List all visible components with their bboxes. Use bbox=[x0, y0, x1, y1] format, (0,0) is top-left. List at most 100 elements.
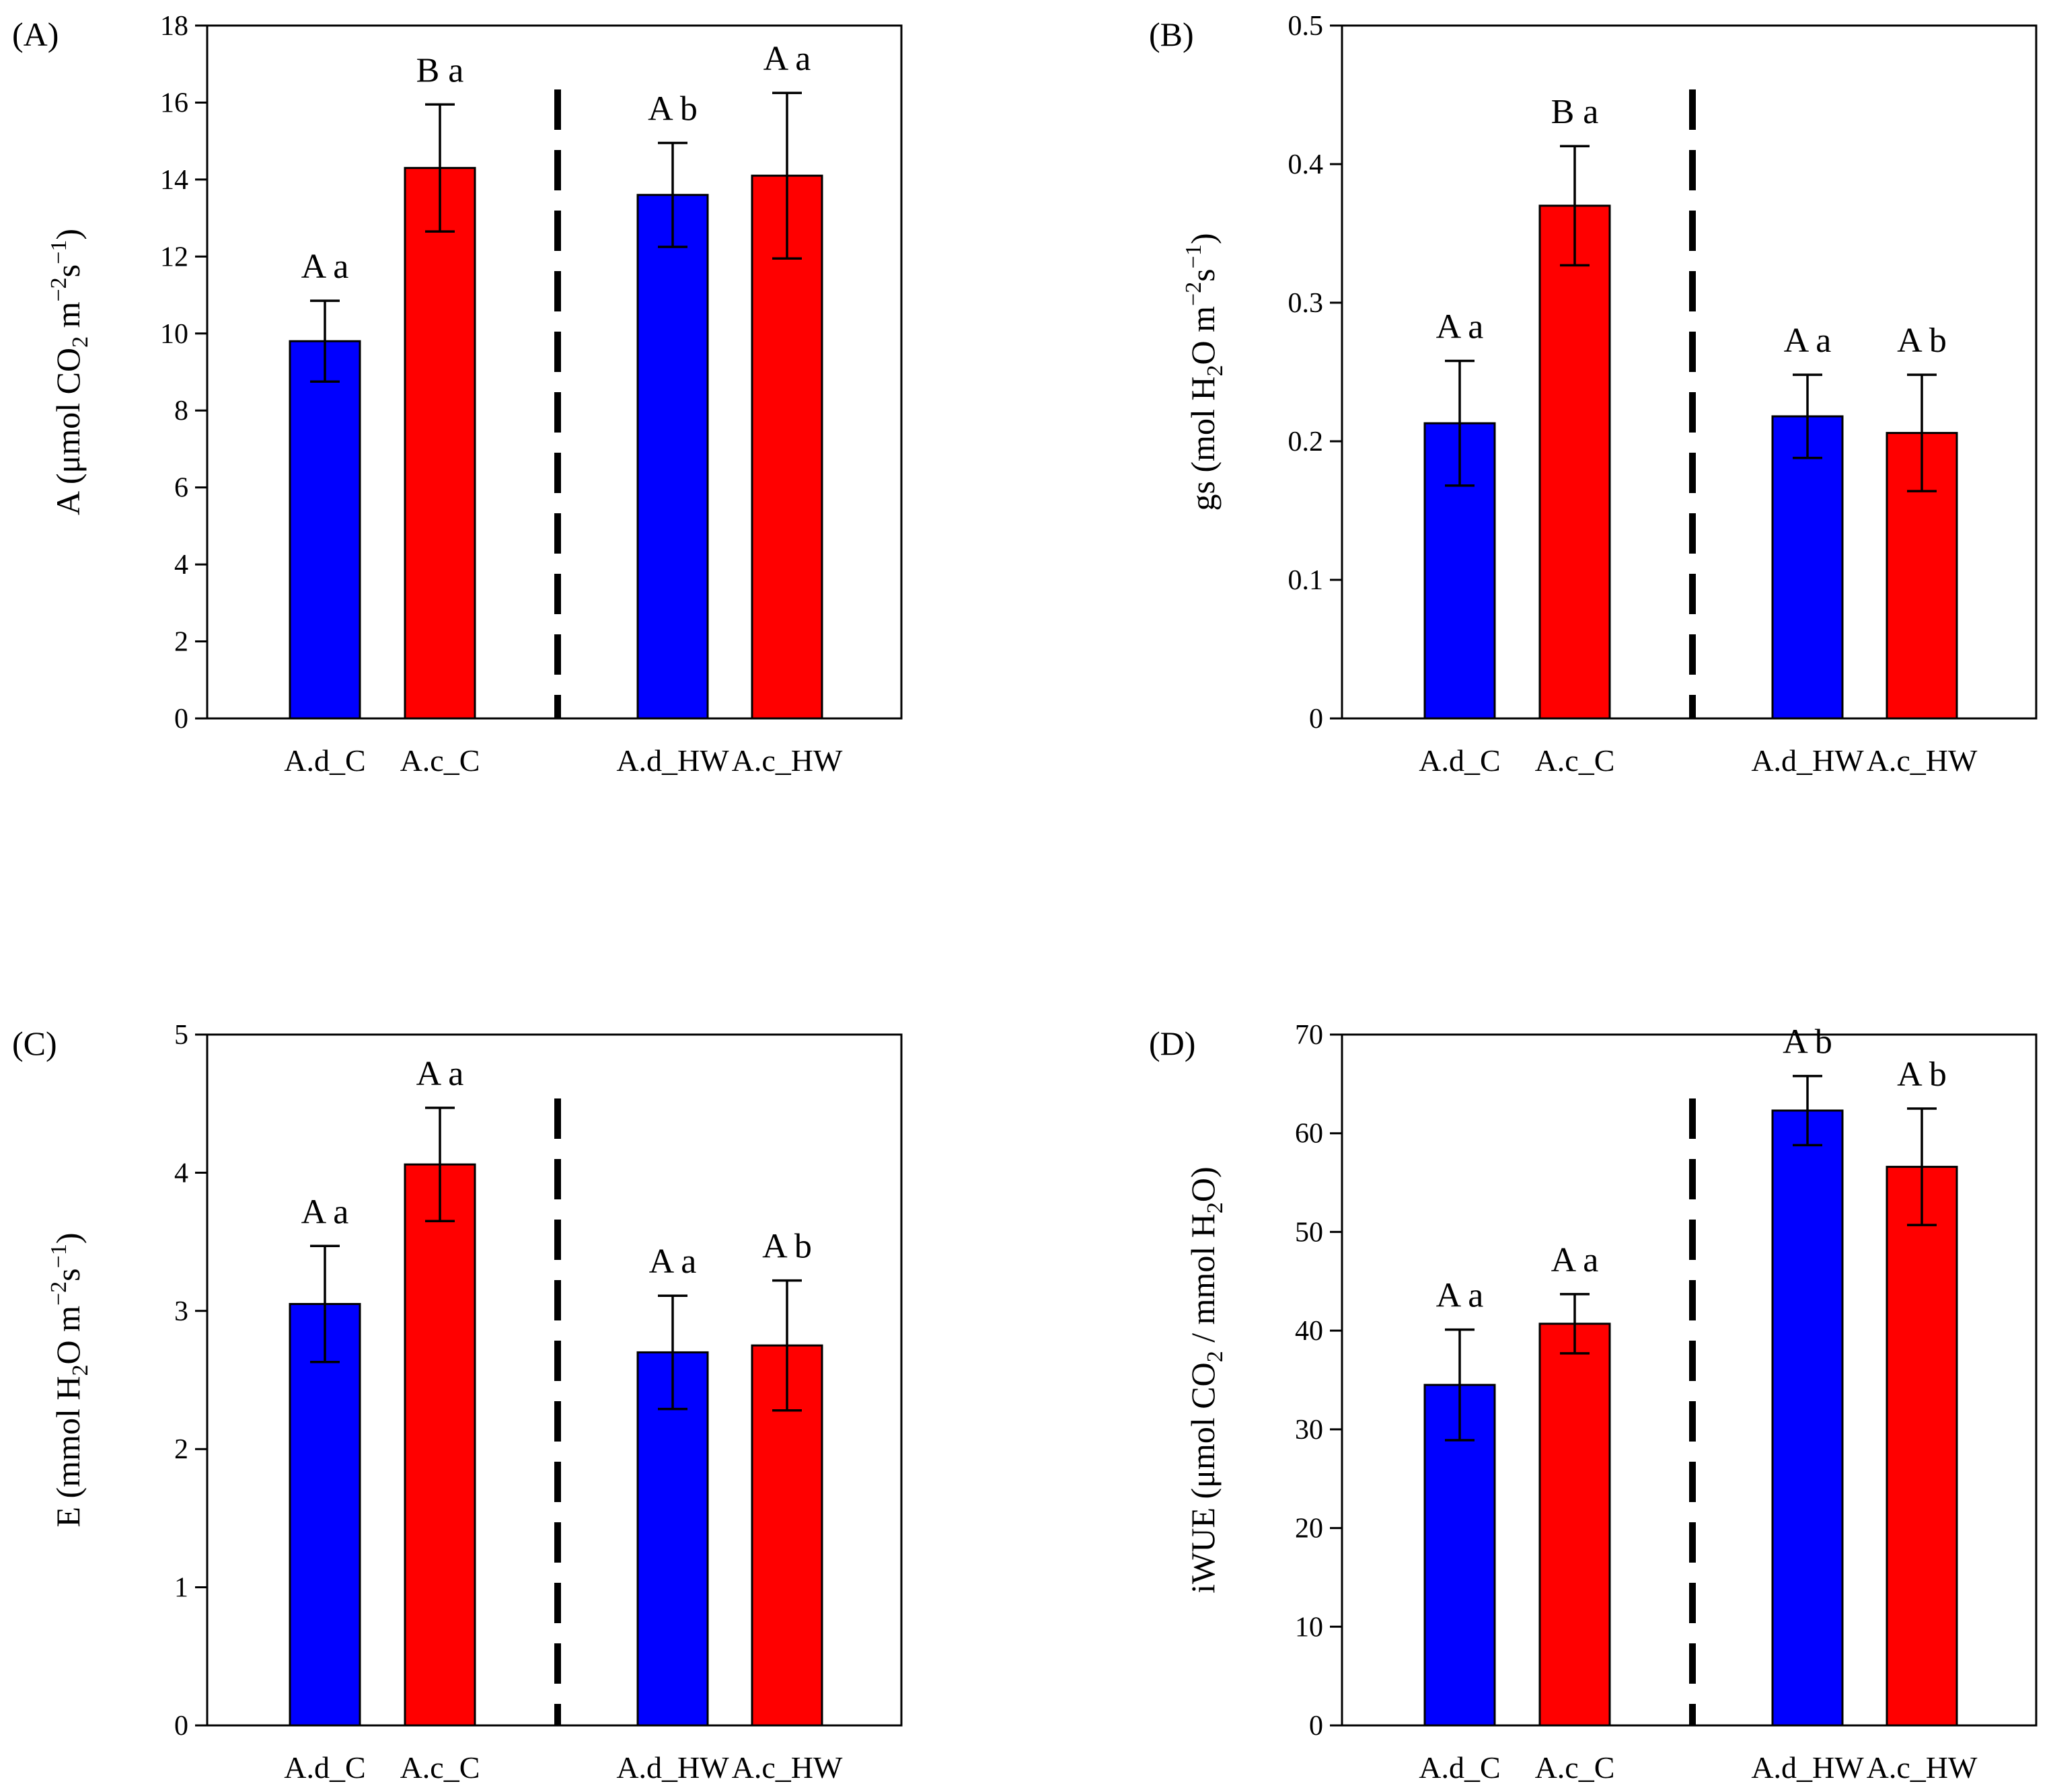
significance-label: A a bbox=[1551, 1241, 1599, 1279]
y-tick-label: 10 bbox=[160, 319, 188, 350]
bar-A.c_C bbox=[404, 167, 476, 720]
y-axis-title: A (μmol CO2 m−2s−1) bbox=[46, 229, 93, 515]
y-tick-label: 0 bbox=[174, 704, 188, 735]
bar-A.c_C bbox=[1538, 204, 1611, 720]
y-tick-label: 0 bbox=[1309, 704, 1323, 735]
y-tick-label: 8 bbox=[174, 396, 188, 426]
significance-label: A a bbox=[1436, 308, 1484, 346]
bar-A.d_HW bbox=[636, 194, 709, 720]
y-tick-label: 2 bbox=[174, 627, 188, 658]
y-axis-title-part: ) bbox=[49, 229, 87, 240]
category-label: A.c_HW bbox=[732, 1750, 843, 1785]
bar-A.d_C bbox=[289, 1303, 361, 1727]
y-tick-label: 0 bbox=[1309, 1711, 1323, 1742]
significance-label: A b bbox=[1897, 1055, 1947, 1094]
significance-label: A b bbox=[648, 90, 698, 128]
significance-label: A b bbox=[1783, 1023, 1832, 1061]
y-axis-title-part: s bbox=[49, 1268, 87, 1281]
y-axis-title-part: O) bbox=[1184, 1166, 1222, 1202]
panel-b: (B) 0 0.1 0.2 0.3 0.4 0.5 gs (mol H2O m−2s−1) A … bbox=[1149, 11, 2038, 778]
y-axis-title-part: m bbox=[49, 301, 87, 336]
y-tick-label: 10 bbox=[1295, 1612, 1323, 1643]
significance-label: A a bbox=[1436, 1277, 1484, 1315]
y-tick-label: 3 bbox=[174, 1296, 188, 1327]
y-tick-label: 60 bbox=[1295, 1119, 1323, 1150]
panel-letter: (D) bbox=[1149, 1024, 1195, 1062]
y-axis-title: gs (mol H2O m−2s−1) bbox=[1181, 233, 1228, 511]
y-tick-label: 40 bbox=[1295, 1316, 1323, 1347]
category-label: A.c_C bbox=[400, 1750, 480, 1785]
category-label: A.d_HW bbox=[1751, 1750, 1864, 1785]
y-tick-label: 30 bbox=[1295, 1415, 1323, 1446]
y-axis-title-part: −1 bbox=[1181, 244, 1206, 268]
significance-label: A a bbox=[649, 1242, 697, 1281]
panel-letter: (A) bbox=[12, 15, 59, 53]
category-label: A.c_C bbox=[400, 743, 480, 778]
y-axis-title-part: −2 bbox=[46, 277, 71, 301]
y-axis-title-part: ) bbox=[49, 1233, 87, 1244]
y-axis-title-part: s bbox=[49, 264, 87, 277]
y-tick-label: 16 bbox=[160, 87, 188, 118]
y-axis-title-part: iWUE (μmol CO bbox=[1184, 1362, 1222, 1593]
bar-A.d_HW bbox=[636, 1351, 709, 1727]
y-axis-title-part: 2 bbox=[1203, 365, 1228, 377]
significance-label: A a bbox=[1784, 322, 1832, 360]
bar-A.d_C bbox=[289, 340, 361, 720]
y-tick-label: 0.4 bbox=[1288, 149, 1324, 180]
y-axis-title-part: −2 bbox=[1181, 282, 1206, 306]
y-tick-label: 20 bbox=[1295, 1514, 1323, 1544]
category-label: A.d_HW bbox=[1751, 743, 1864, 778]
category-label: A.c_C bbox=[1535, 743, 1615, 778]
category-label: A.d_C bbox=[284, 1750, 365, 1785]
y-tick-label: 50 bbox=[1295, 1217, 1323, 1248]
significance-label: B a bbox=[1551, 93, 1599, 131]
y-axis-title-part: E (mmol H bbox=[49, 1376, 87, 1528]
y-tick-label: 70 bbox=[1295, 1020, 1323, 1051]
category-label: A.d_C bbox=[284, 743, 365, 778]
y-axis-title: iWUE (μmol CO2 / mmol H2O) bbox=[1184, 1166, 1228, 1593]
category-label: A.c_HW bbox=[732, 743, 843, 778]
significance-label: A a bbox=[301, 248, 349, 286]
category-label: A.c_HW bbox=[1867, 1750, 1978, 1785]
category-label: A.d_C bbox=[1419, 1750, 1500, 1785]
y-axis-title-part: −1 bbox=[46, 1244, 71, 1268]
category-label: A.d_C bbox=[1419, 743, 1500, 778]
bar-A.c_C bbox=[404, 1163, 476, 1727]
panel-d: (D) 0 10 20 30 40 50 60 70 iWUE (μmol CO2 / mmol … bbox=[1149, 1020, 2038, 1785]
y-tick-label: 14 bbox=[160, 165, 188, 196]
significance-label: A a bbox=[301, 1193, 349, 1231]
y-axis-title-part: 2 bbox=[68, 336, 93, 348]
bar-A.d_HW bbox=[1771, 415, 1844, 720]
significance-label: A b bbox=[762, 1228, 812, 1266]
y-axis-title-part: 2 bbox=[68, 1365, 93, 1376]
significance-label: A a bbox=[763, 40, 811, 78]
category-label: A.c_HW bbox=[1867, 743, 1978, 778]
y-axis-title-part: ) bbox=[1184, 233, 1222, 245]
y-tick-label: 0.5 bbox=[1288, 11, 1324, 42]
panel-letter: (B) bbox=[1149, 15, 1194, 53]
bar-A.d_C bbox=[1423, 1384, 1496, 1727]
y-axis-title-part: s bbox=[1184, 268, 1222, 281]
y-axis-title-part: gs (mol H bbox=[1184, 377, 1222, 511]
bar-A.d_HW bbox=[1771, 1109, 1844, 1727]
y-tick-label: 4 bbox=[174, 1158, 188, 1189]
y-axis-title-part: O m bbox=[49, 1306, 87, 1365]
y-tick-label: 0.2 bbox=[1288, 426, 1324, 457]
y-tick-label: 18 bbox=[160, 11, 188, 42]
y-axis-title-part: −1 bbox=[46, 240, 71, 264]
bar-A.c_HW bbox=[1886, 1166, 1958, 1727]
y-tick-label: 5 bbox=[174, 1020, 188, 1051]
significance-label: A a bbox=[416, 1055, 464, 1093]
y-axis-title-part: −2 bbox=[46, 1281, 71, 1306]
bar-A.c_HW bbox=[751, 174, 823, 720]
significance-label: B a bbox=[416, 51, 464, 89]
bar-A.c_C bbox=[1538, 1322, 1611, 1727]
significance-label: A b bbox=[1897, 322, 1947, 360]
y-tick-label: 1 bbox=[174, 1573, 188, 1604]
category-label: A.d_HW bbox=[616, 1750, 729, 1785]
panel-letter: (C) bbox=[12, 1024, 57, 1062]
category-label: A.d_HW bbox=[616, 743, 729, 778]
